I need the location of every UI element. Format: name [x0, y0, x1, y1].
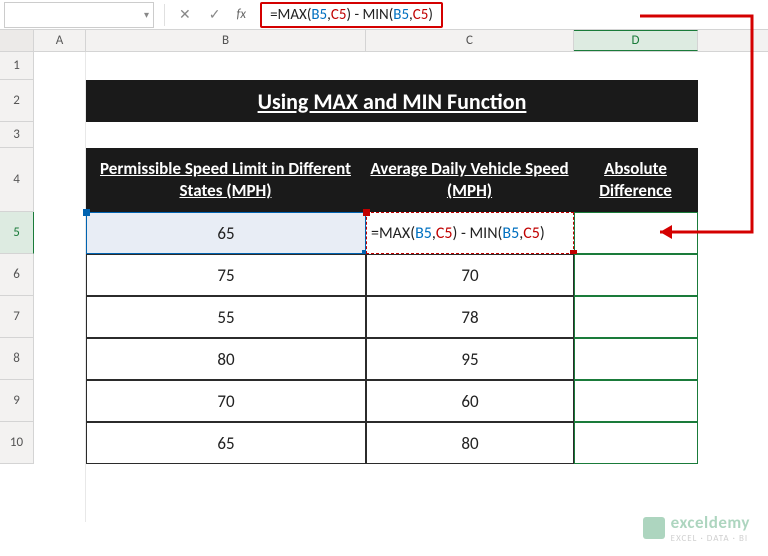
cell-B10[interactable]: 65: [86, 422, 366, 464]
table-row: 55 78: [86, 296, 698, 338]
watermark-brand: exceldemy: [671, 512, 750, 533]
chevron-down-icon[interactable]: ▾: [144, 8, 153, 21]
cell-B7[interactable]: 55: [86, 296, 366, 338]
table-row: 75 70: [86, 254, 698, 296]
cell-B9[interactable]: 70: [86, 380, 366, 422]
row-header-3[interactable]: 3: [0, 122, 34, 148]
row-header-9[interactable]: 9: [0, 380, 34, 422]
enter-icon[interactable]: ✓: [209, 6, 221, 23]
cell-B6[interactable]: 75: [86, 254, 366, 296]
row-headers: 1 2 3 4 5 6 7 8 9 10: [0, 52, 34, 464]
name-box[interactable]: ▾: [4, 2, 154, 28]
sheet-title: Using MAX and MIN Function: [86, 80, 698, 122]
row-header-8[interactable]: 8: [0, 338, 34, 380]
cell-C10[interactable]: 80: [366, 422, 574, 464]
cell-D7[interactable]: [574, 296, 698, 338]
column-headers: A B C D: [0, 30, 768, 52]
row-header-6[interactable]: 6: [0, 254, 34, 296]
inline-formula: =MAX(B5,C5) - MIN(B5,C5): [371, 224, 545, 243]
select-all-corner[interactable]: [0, 30, 34, 51]
row-header-10[interactable]: 10: [0, 422, 34, 464]
cells-area[interactable]: Using MAX and MIN Function Permissible S…: [34, 52, 768, 464]
fx-icon[interactable]: fx: [228, 7, 254, 22]
formula-bar-icons: ✕ ✓: [171, 6, 228, 23]
cell-C5-editing[interactable]: =MAX(B5,C5) - MIN(B5,C5): [366, 212, 574, 254]
row-header-4[interactable]: 4: [0, 148, 34, 212]
table-row: 70 60: [86, 380, 698, 422]
th-speed-limit: Permissible Speed Limit in Different Sta…: [86, 148, 366, 212]
formula-bar: ▾ ✕ ✓ fx =MAX(B5,C5) - MIN(B5,C5): [0, 0, 768, 30]
cell-C8[interactable]: 95: [366, 338, 574, 380]
cell-D9[interactable]: [574, 380, 698, 422]
row-header-2[interactable]: 2: [0, 80, 34, 122]
th-abs-diff: Absolute Difference: [574, 148, 698, 212]
cell-C6[interactable]: 70: [366, 254, 574, 296]
col-A-gridline: [34, 52, 86, 522]
cell-D10[interactable]: [574, 422, 698, 464]
cell-D5[interactable]: [574, 212, 698, 254]
cell-B5[interactable]: 65: [86, 212, 366, 254]
watermark: exceldemy EXCEL · DATA · BI: [643, 512, 750, 544]
table-row: 65 =MAX(B5,C5) - MIN(B5,C5): [86, 212, 698, 254]
formula-input[interactable]: =MAX(B5,C5) - MIN(B5,C5): [254, 2, 768, 28]
formula-callout: =MAX(B5,C5) - MIN(B5,C5): [260, 2, 443, 28]
table-row: 65 80: [86, 422, 698, 464]
exceldemy-logo-icon: [643, 517, 665, 539]
row-header-7[interactable]: 7: [0, 296, 34, 338]
cell-C7[interactable]: 78: [366, 296, 574, 338]
th-avg-speed: Average Daily Vehicle Speed (MPH): [366, 148, 574, 212]
cancel-icon[interactable]: ✕: [179, 6, 191, 23]
watermark-sub: EXCEL · DATA · BI: [671, 533, 750, 544]
table-header-row: Permissible Speed Limit in Different Sta…: [86, 148, 698, 212]
cell-D8[interactable]: [574, 338, 698, 380]
row-header-5[interactable]: 5: [0, 212, 34, 254]
col-header-A[interactable]: A: [34, 30, 86, 51]
row-header-1[interactable]: 1: [0, 52, 34, 80]
divider: [164, 4, 165, 26]
grid-body: 1 2 3 4 5 6 7 8 9 10 Using MAX and MIN F…: [0, 52, 768, 464]
cell-B8[interactable]: 80: [86, 338, 366, 380]
cell-C9[interactable]: 60: [366, 380, 574, 422]
col-header-D[interactable]: D: [574, 30, 698, 51]
cell-D6[interactable]: [574, 254, 698, 296]
table-row: 80 95: [86, 338, 698, 380]
col-header-B[interactable]: B: [86, 30, 366, 51]
col-header-C[interactable]: C: [366, 30, 574, 51]
